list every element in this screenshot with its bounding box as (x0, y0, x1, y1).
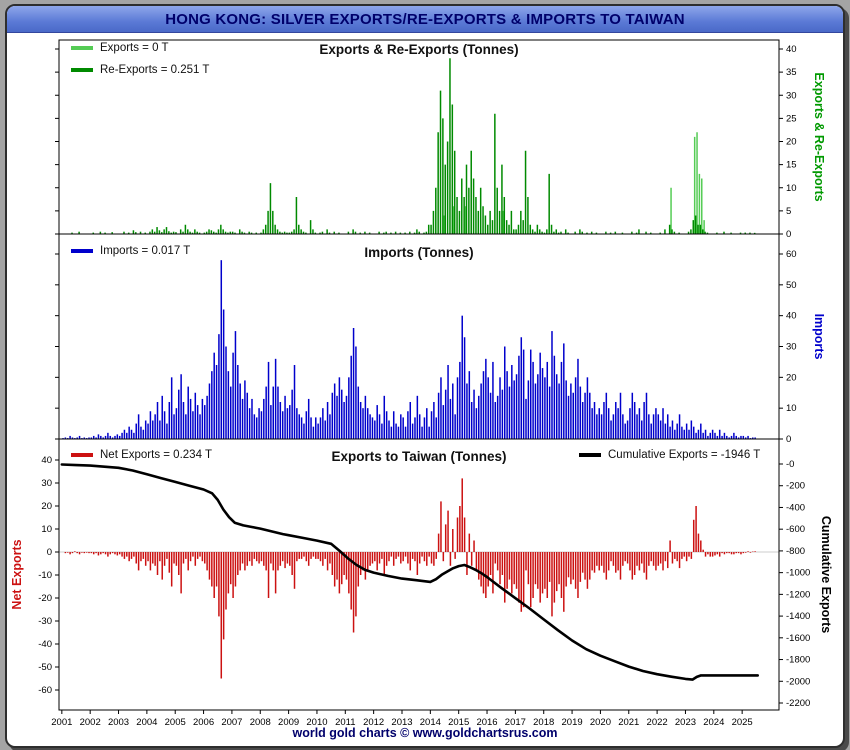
legend-re-exports: Re-Exports = 0.251 T (71, 64, 209, 76)
exports-swatch-icon (71, 46, 93, 50)
svg-text:30: 30 (786, 90, 797, 101)
svg-text:2025: 2025 (732, 717, 753, 728)
svg-text:-400: -400 (786, 502, 805, 513)
svg-text:2021: 2021 (618, 717, 639, 728)
svg-text:-60: -60 (38, 685, 52, 696)
svg-text:5: 5 (786, 206, 791, 217)
svg-text:2024: 2024 (703, 717, 724, 728)
svg-text:2013: 2013 (391, 717, 412, 728)
svg-text:-30: -30 (38, 616, 52, 627)
svg-text:-0: -0 (786, 459, 794, 470)
imports-legend-label: Imports = 0.017 T (100, 245, 191, 257)
svg-text:-10: -10 (38, 570, 52, 581)
chart-canvas: 05101520253035400102030405060403020100-1… (10, 39, 833, 728)
svg-text:20: 20 (786, 372, 797, 383)
svg-text:2023: 2023 (675, 717, 696, 728)
svg-text:-2000: -2000 (786, 676, 810, 687)
panel3-title: Exports to Taiwan (Tonnes) (331, 449, 507, 464)
svg-text:20: 20 (786, 137, 797, 148)
svg-text:2017: 2017 (505, 717, 526, 728)
svg-text:10: 10 (786, 183, 797, 194)
svg-text:2004: 2004 (136, 717, 157, 728)
svg-text:2008: 2008 (250, 717, 271, 728)
legend-exports: Exports = 0 T (71, 42, 169, 54)
svg-text:-1600: -1600 (786, 633, 810, 644)
cumulative-swatch-icon (579, 453, 601, 457)
panel2-title: Imports (Tonnes) (364, 245, 474, 260)
svg-text:2018: 2018 (533, 717, 554, 728)
svg-text:Exports & Re-Exports: Exports & Re-Exports (812, 72, 826, 201)
svg-text:15: 15 (786, 160, 797, 171)
exports-legend-label: Exports = 0 T (100, 42, 169, 54)
svg-text:2009: 2009 (278, 717, 299, 728)
svg-text:2011: 2011 (335, 717, 355, 728)
svg-text:2006: 2006 (193, 717, 214, 728)
svg-text:30: 30 (786, 342, 797, 353)
net-exports-legend-label: Net Exports = 0.234 T (100, 449, 212, 461)
svg-text:Cumulative Exports: Cumulative Exports (819, 516, 833, 633)
svg-text:2010: 2010 (306, 717, 327, 728)
svg-text:2016: 2016 (476, 717, 497, 728)
svg-text:20: 20 (41, 501, 52, 512)
svg-text:2002: 2002 (80, 717, 101, 728)
svg-text:2005: 2005 (165, 717, 186, 728)
svg-text:40: 40 (41, 455, 52, 466)
svg-text:-40: -40 (38, 639, 52, 650)
svg-text:2012: 2012 (363, 717, 384, 728)
svg-text:-1200: -1200 (786, 589, 810, 600)
svg-text:-200: -200 (786, 481, 805, 492)
svg-text:-1400: -1400 (786, 611, 810, 622)
svg-text:2022: 2022 (647, 717, 668, 728)
legend-cumulative-exports: Cumulative Exports = -1946 T (579, 449, 760, 461)
svg-text:2019: 2019 (562, 717, 583, 728)
svg-text:-800: -800 (786, 546, 805, 557)
svg-text:0: 0 (47, 547, 52, 558)
svg-text:10: 10 (786, 403, 797, 414)
svg-text:-50: -50 (38, 662, 52, 673)
svg-text:Imports: Imports (812, 314, 826, 360)
svg-text:2007: 2007 (221, 717, 242, 728)
panel1-title: Exports & Re-Exports (Tonnes) (319, 42, 519, 57)
svg-text:2003: 2003 (108, 717, 129, 728)
svg-text:10: 10 (41, 524, 52, 535)
svg-text:60: 60 (786, 249, 797, 260)
svg-text:Net Exports: Net Exports (10, 539, 24, 609)
footer-credit: world gold charts © www.goldchartsrus.co… (292, 726, 558, 740)
svg-text:-2200: -2200 (786, 698, 810, 709)
svg-text:25: 25 (786, 113, 797, 124)
svg-text:30: 30 (41, 478, 52, 489)
svg-text:50: 50 (786, 280, 797, 291)
imports-swatch-icon (71, 249, 93, 253)
cumulative-legend-label: Cumulative Exports = -1946 T (608, 449, 761, 461)
svg-text:35: 35 (786, 67, 797, 78)
net-exports-swatch-icon (71, 453, 93, 457)
title-bar: HONG KONG: SILVER EXPORTS/RE-EXPORTS & I… (7, 6, 843, 33)
svg-text:0: 0 (786, 229, 791, 240)
svg-text:40: 40 (786, 311, 797, 322)
svg-text:-20: -20 (38, 593, 52, 604)
svg-text:-600: -600 (786, 524, 805, 535)
re-exports-legend-label: Re-Exports = 0.251 T (100, 64, 210, 76)
svg-text:2014: 2014 (420, 717, 441, 728)
legend-imports: Imports = 0.017 T (71, 245, 190, 257)
svg-text:2020: 2020 (590, 717, 611, 728)
svg-text:0: 0 (786, 434, 791, 445)
legend-net-exports: Net Exports = 0.234 T (71, 449, 212, 461)
svg-text:-1800: -1800 (786, 655, 810, 666)
page-title: HONG KONG: SILVER EXPORTS/RE-EXPORTS & I… (165, 10, 685, 28)
svg-text:40: 40 (786, 44, 797, 55)
svg-text:-1000: -1000 (786, 568, 810, 579)
svg-text:2015: 2015 (448, 717, 469, 728)
svg-text:2001: 2001 (51, 717, 72, 728)
chart-window: HONG KONG: SILVER EXPORTS/RE-EXPORTS & I… (5, 4, 845, 748)
re-exports-swatch-icon (71, 68, 93, 72)
